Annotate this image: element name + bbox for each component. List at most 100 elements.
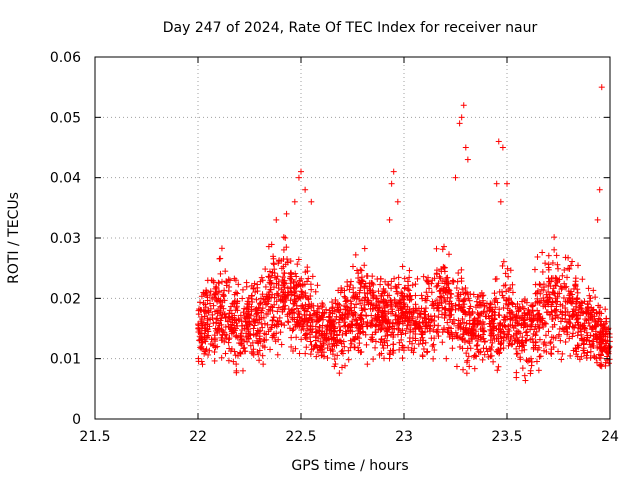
data-point: [389, 323, 396, 330]
data-point: [275, 336, 282, 343]
data-point: [545, 261, 552, 268]
data-point: [487, 301, 494, 308]
data-point: [303, 308, 310, 315]
data-point: [441, 268, 448, 275]
data-point: [211, 357, 218, 364]
data-point: [252, 289, 259, 296]
data-point: [546, 312, 553, 319]
data-point: [548, 334, 555, 341]
data-point: [559, 309, 566, 316]
data-point: [558, 356, 565, 363]
data-point: [426, 328, 433, 335]
data-point: [210, 277, 217, 284]
data-point: [504, 331, 511, 338]
data-point: [319, 328, 326, 335]
data-point: [462, 337, 469, 344]
data-point: [418, 331, 425, 338]
data-point: [486, 315, 493, 322]
data-point: [528, 312, 535, 319]
data-point: [367, 322, 374, 329]
data-point: [507, 267, 514, 274]
data-point: [598, 322, 605, 329]
data-point: [497, 320, 504, 327]
data-point: [584, 349, 591, 356]
data-point: [559, 272, 566, 279]
data-point: [362, 331, 369, 338]
data-point: [255, 328, 262, 335]
data-point: [452, 329, 459, 336]
data-point: [441, 243, 448, 250]
data-point: [479, 331, 486, 338]
data-point: [581, 324, 588, 331]
data-point: [324, 323, 331, 330]
data-point: [342, 362, 349, 369]
data-point: [393, 285, 400, 292]
data-point: [498, 288, 505, 295]
data-point: [324, 345, 331, 352]
data-point: [550, 289, 557, 296]
data-point: [385, 308, 392, 315]
data-point: [546, 278, 553, 285]
data-point: [310, 345, 317, 352]
data-point: [419, 334, 426, 341]
data-point: [310, 307, 317, 314]
data-point: [231, 348, 238, 355]
data-point: [294, 314, 301, 321]
data-point: [547, 283, 554, 290]
data-point: [287, 275, 294, 282]
data-point: [352, 251, 359, 258]
data-point: [415, 325, 422, 332]
data-point: [587, 354, 594, 361]
data-point: [348, 340, 355, 347]
data-point: [439, 339, 446, 346]
data-point: [393, 320, 400, 327]
data-point: [275, 304, 282, 311]
data-point: [329, 299, 336, 306]
x-tick-label: 23: [395, 429, 413, 445]
data-point: [357, 287, 364, 294]
data-point: [540, 340, 547, 347]
data-point: [369, 317, 376, 324]
data-point: [291, 292, 298, 299]
data-point: [356, 314, 363, 321]
data-point: [500, 282, 507, 289]
y-axis-label: ROTI / TECUs: [6, 192, 22, 284]
data-point: [394, 198, 401, 205]
data-point: [395, 319, 402, 326]
data-point: [524, 332, 531, 339]
data-point: [339, 364, 346, 371]
data-point: [319, 352, 326, 359]
data-point: [256, 357, 263, 364]
data-point: [566, 335, 573, 342]
data-point: [587, 348, 594, 355]
data-point: [604, 357, 611, 364]
data-point: [226, 345, 233, 352]
data-point: [499, 144, 506, 151]
data-point: [474, 338, 481, 345]
data-point: [369, 273, 376, 280]
data-point: [423, 289, 430, 296]
data-point: [369, 336, 376, 343]
data-point: [316, 324, 323, 331]
data-point: [597, 329, 604, 336]
data-point: [562, 338, 569, 345]
data-point: [237, 350, 244, 357]
data-point: [270, 314, 277, 321]
data-point: [518, 347, 525, 354]
data-point: [463, 359, 470, 366]
data-point: [439, 246, 446, 253]
data-point: [214, 315, 221, 322]
data-point: [284, 259, 291, 266]
data-point: [556, 325, 563, 332]
data-point: [494, 367, 501, 374]
data-point: [378, 335, 385, 342]
data-point: [454, 293, 461, 300]
data-point: [603, 340, 610, 347]
data-point: [406, 267, 413, 274]
data-point: [265, 328, 272, 335]
data-point: [526, 357, 533, 364]
data-point: [377, 281, 384, 288]
y-tick-label: 0.04: [50, 171, 81, 187]
data-point: [258, 314, 265, 321]
